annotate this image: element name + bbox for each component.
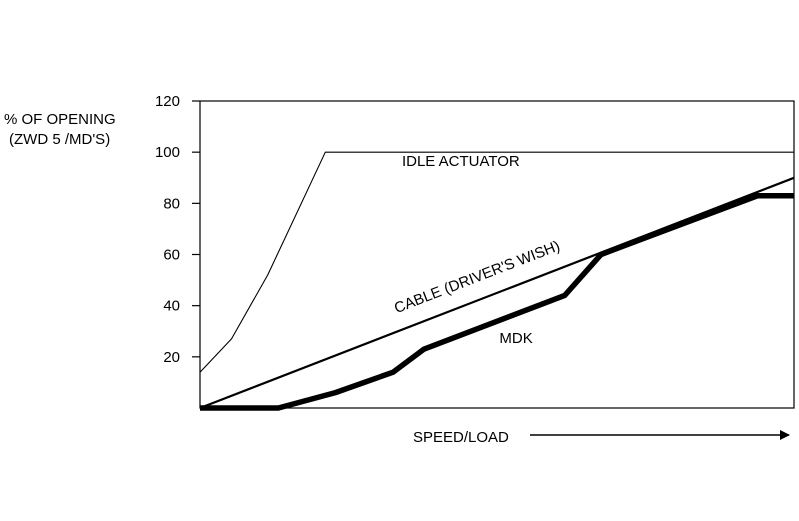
plot-frame [199,100,795,409]
y-tick-label-60: 60 [163,247,180,264]
series-line-cable-driver-s-wish [199,176,795,410]
y-axis-ticks: 20 40 60 80 100 120 [155,93,200,366]
y-tick-label-100: 100 [155,144,180,161]
annotation-idle-actuator: IDLE ACTUATOR [402,153,520,170]
y-tick-label-20: 20 [163,349,180,366]
y-axis-label-line2: (ZWD 5 /MD'S) [9,131,110,148]
y-axis-label-line1: % OF OPENING [4,111,116,128]
y-tick-label-80: 80 [163,195,180,212]
y-tick-label-120: 120 [155,93,180,110]
annotation-mdk: MDK [499,330,532,347]
y-tick-label-40: 40 [163,298,180,315]
x-axis-label: SPEED/LOAD [413,429,509,446]
series-line-idle-actuator [199,151,794,373]
series-line-mdk [200,192,794,411]
series-layer [199,151,795,411]
